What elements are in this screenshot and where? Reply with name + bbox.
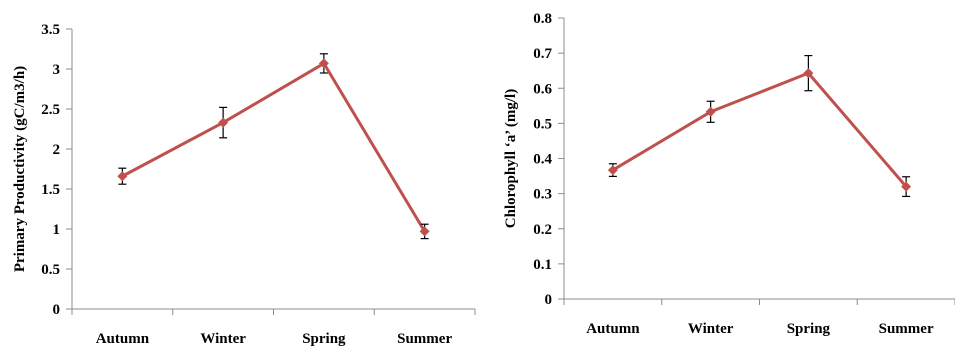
chla-series-line bbox=[612, 71, 908, 188]
chla-category-label: Autumn bbox=[586, 321, 640, 337]
chla-data-point bbox=[705, 106, 716, 117]
primary-productivity-chart: 0 0.5 1 1.5 2 2.5 3 3.5 Autumn Winter Spring Summer… bbox=[12, 22, 476, 347]
chla-data-point bbox=[607, 165, 618, 176]
chla-y-axis-label: Chlorophyll ‘a’ (mg/l) bbox=[503, 89, 519, 228]
pp-y-tick-label: 0 bbox=[53, 302, 61, 318]
chla-y-tick-label: 0.7 bbox=[533, 46, 552, 62]
pp-y-tick-label: 0.5 bbox=[41, 262, 60, 278]
chla-y-tick-label: 0.1 bbox=[533, 257, 552, 273]
chla-y-tick-label: 0 bbox=[545, 292, 553, 308]
chla-y-tick-label: 0.8 bbox=[533, 11, 552, 27]
chla-category-label: Summer bbox=[879, 321, 934, 337]
pp-series-line bbox=[121, 61, 426, 233]
pp-data-point bbox=[318, 58, 329, 69]
chla-category-label: Spring bbox=[787, 321, 831, 337]
pp-category-label: Summer bbox=[397, 331, 452, 347]
chlorophyll-chart: 0 0.1 0.2 0.3 0.4 0.5 0.6 0.7 0.8 Autumn Winter Spr… bbox=[503, 11, 955, 337]
pp-y-axis-label: Primary Productivity (gC/m3/h) bbox=[12, 66, 28, 272]
chla-category-label: Winter bbox=[688, 321, 734, 337]
pp-y-tick-label: 3 bbox=[53, 62, 61, 78]
chla-y-tick-label: 0.3 bbox=[533, 187, 552, 203]
pp-category-label: Winter bbox=[200, 331, 246, 347]
chla-y-tick-label: 0.6 bbox=[533, 81, 552, 97]
pp-data-point bbox=[117, 171, 128, 182]
chla-data-point bbox=[901, 181, 912, 192]
chla-y-tick-label: 0.5 bbox=[533, 116, 552, 132]
chla-y-tick-label: 0.4 bbox=[533, 152, 552, 168]
chla-data-point bbox=[803, 68, 814, 79]
pp-y-tick-label: 3.5 bbox=[41, 22, 60, 38]
pp-y-tick-label: 2.5 bbox=[41, 102, 60, 118]
chla-y-tick-label: 0.2 bbox=[533, 222, 552, 238]
pp-data-point bbox=[218, 117, 229, 128]
pp-y-tick-label: 1.5 bbox=[41, 182, 60, 198]
pp-data-point bbox=[419, 226, 430, 237]
pp-category-label: Spring bbox=[302, 331, 346, 347]
pp-y-tick-label: 1 bbox=[53, 222, 61, 238]
pp-category-label: Autumn bbox=[96, 331, 150, 347]
pp-y-tick-label: 2 bbox=[53, 142, 61, 158]
